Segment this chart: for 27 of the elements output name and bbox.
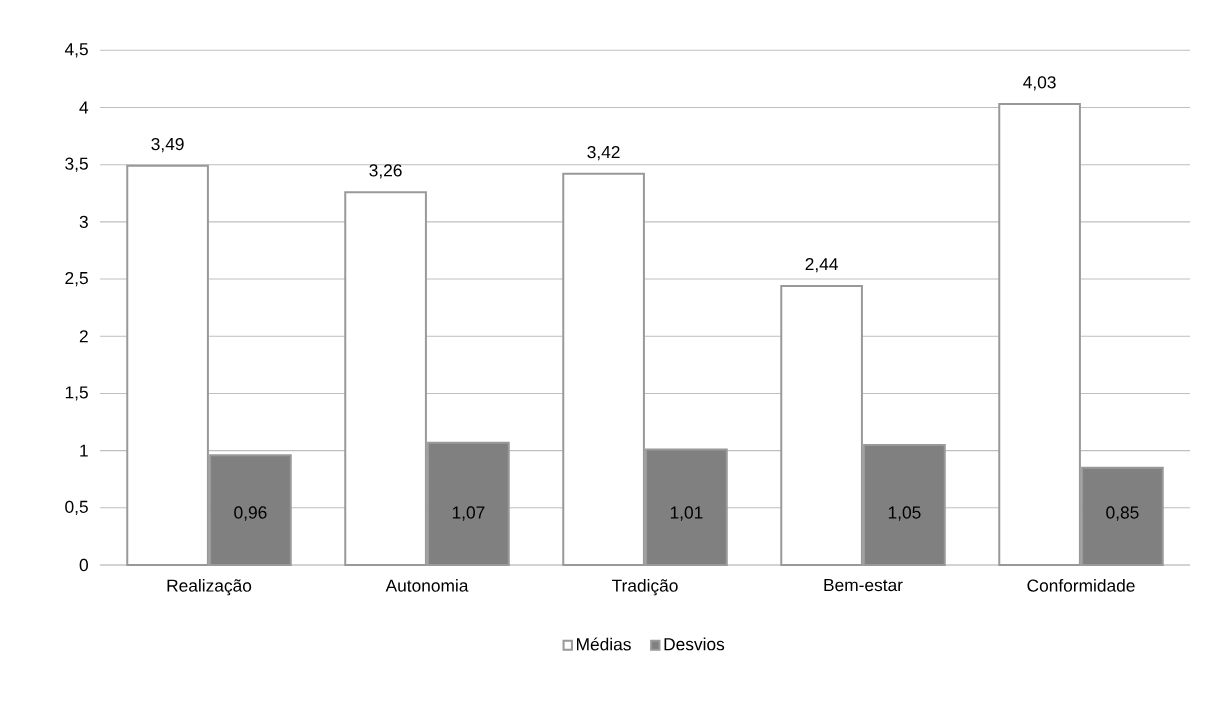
data-label: 3,42 [587,145,620,161]
data-label: 0,96 [234,506,267,521]
data-label: 3,49 [151,137,184,153]
y-tick-label: 4,5 [64,43,88,58]
legend-label: Médias [577,637,631,651]
data-label: 3,26 [369,164,402,179]
y-tick-label: 1 [80,444,88,457]
y-tick-label: 1,5 [65,386,88,401]
data-label: 1,05 [888,506,921,521]
x-tick-label: Bem-estar [824,579,903,592]
x-tick-label: Autonomia [385,579,469,592]
data-label: 1,07 [452,506,485,521]
data-label: 1,01 [670,506,703,521]
y-tick-label: 0 [79,558,88,572]
y-tick-label: 2,5 [65,271,88,287]
x-tick-label: Conformidade [1027,579,1135,592]
data-label: 0,85 [1106,506,1139,521]
y-tick-label: 3 [79,215,88,229]
y-tick-label: 4 [79,101,89,114]
y-tick-label: 2 [79,330,88,343]
x-tick-label: Tradição [612,579,678,596]
y-tick-label: 0,5 [65,500,88,515]
legend-label: Desvios [664,637,725,651]
x-tick-label: Realização [167,579,252,596]
y-tick-label: 3,5 [65,157,88,172]
data-label: 4,03 [1023,76,1056,91]
data-label: 2,44 [805,258,838,273]
